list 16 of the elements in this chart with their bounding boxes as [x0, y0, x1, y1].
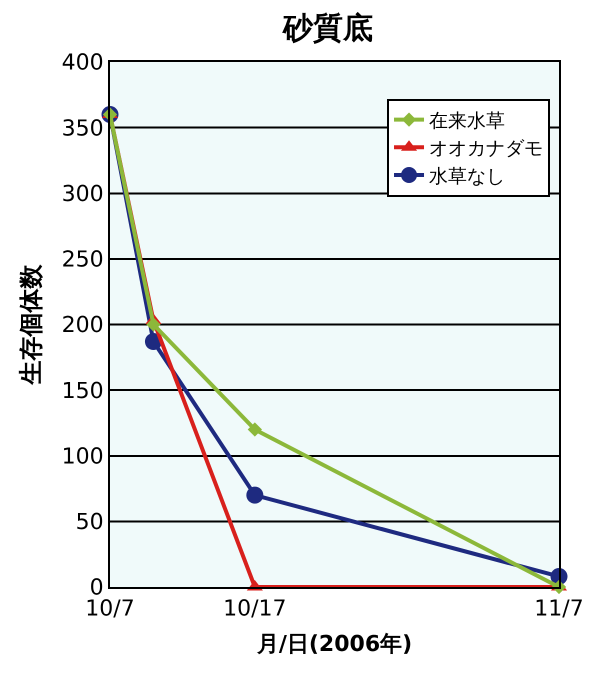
legend-label: 在来水草 [429, 110, 506, 132]
y-tick-label: 100 [62, 444, 104, 470]
chart-title: 砂質底 [282, 10, 373, 46]
legend-label: 水草なし [429, 165, 506, 188]
x-tick-label: 11/7 [534, 596, 584, 622]
legend-label: オオカナダモ [429, 138, 544, 160]
y-tick-label: 350 [62, 116, 104, 142]
x-tick-label: 10/17 [223, 596, 287, 622]
x-axis-title: 月/日(2006年) [256, 632, 412, 657]
y-tick-label: 200 [62, 313, 104, 338]
y-tick-label: 250 [62, 248, 104, 273]
y-tick-label: 400 [62, 50, 104, 76]
y-tick-label: 50 [76, 510, 104, 536]
y-axis-title: 生存個体数 [17, 264, 46, 386]
y-tick-label: 300 [62, 182, 104, 207]
y-tick-label: 150 [62, 378, 104, 404]
